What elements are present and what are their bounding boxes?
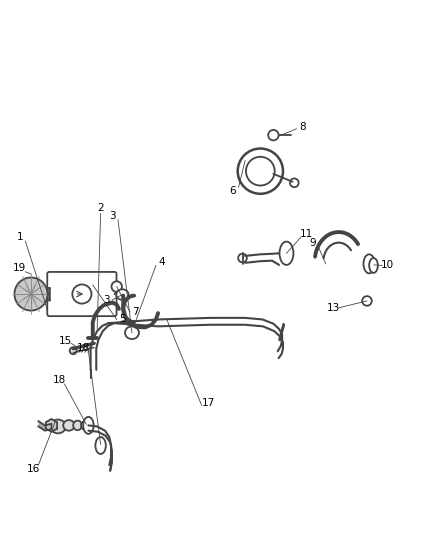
- Text: 1: 1: [17, 232, 23, 243]
- Text: 16: 16: [27, 464, 40, 474]
- Text: 8: 8: [299, 122, 306, 132]
- Polygon shape: [46, 419, 57, 432]
- Text: 4: 4: [158, 257, 165, 267]
- Ellipse shape: [112, 281, 122, 292]
- Circle shape: [238, 254, 247, 262]
- Ellipse shape: [73, 421, 82, 430]
- Ellipse shape: [369, 258, 378, 273]
- Ellipse shape: [83, 417, 94, 434]
- Text: 9: 9: [310, 238, 316, 248]
- Ellipse shape: [125, 326, 139, 339]
- Text: 3: 3: [109, 211, 116, 221]
- Text: 3: 3: [103, 295, 110, 305]
- Text: 2: 2: [97, 203, 104, 213]
- Text: 6: 6: [230, 187, 236, 196]
- Ellipse shape: [50, 419, 66, 433]
- Polygon shape: [39, 421, 51, 431]
- Text: 13: 13: [326, 303, 339, 313]
- Circle shape: [246, 157, 275, 185]
- Circle shape: [72, 285, 92, 304]
- Circle shape: [14, 278, 47, 311]
- Text: 18: 18: [77, 343, 90, 352]
- Text: 18: 18: [53, 375, 66, 385]
- Ellipse shape: [63, 420, 74, 431]
- Text: 15: 15: [59, 336, 72, 345]
- Ellipse shape: [81, 421, 89, 430]
- FancyBboxPatch shape: [47, 272, 117, 316]
- Ellipse shape: [279, 241, 293, 265]
- Text: 10: 10: [381, 261, 395, 270]
- Text: 11: 11: [300, 229, 313, 239]
- Text: 19: 19: [13, 263, 26, 273]
- Text: 17: 17: [201, 398, 215, 408]
- Circle shape: [238, 149, 283, 194]
- Circle shape: [268, 130, 279, 140]
- Text: 5: 5: [119, 314, 126, 325]
- Ellipse shape: [364, 254, 375, 273]
- Circle shape: [290, 179, 299, 187]
- Ellipse shape: [116, 289, 128, 300]
- Text: 7: 7: [132, 306, 139, 317]
- Circle shape: [362, 296, 372, 306]
- Ellipse shape: [95, 437, 106, 454]
- Circle shape: [70, 347, 77, 354]
